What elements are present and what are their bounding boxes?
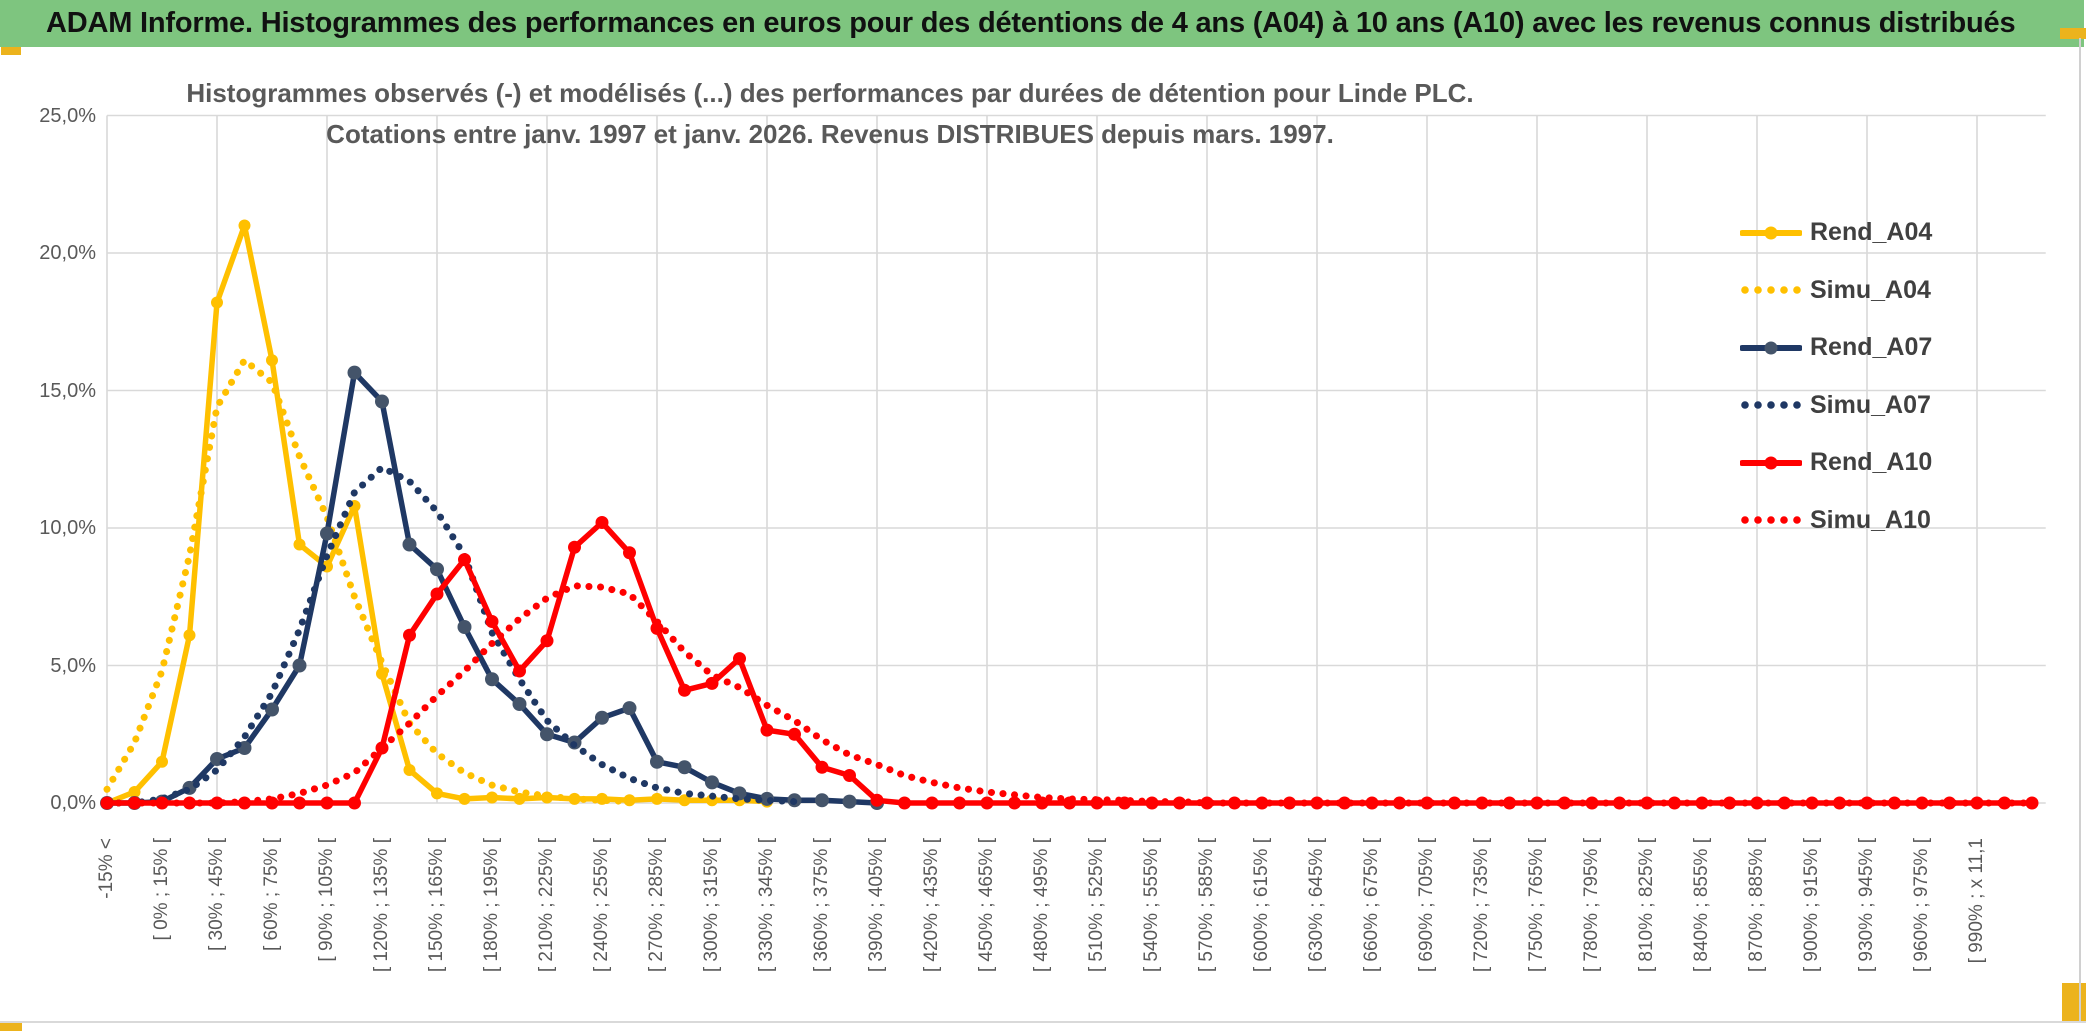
x-axis-label: [ 960% ; 975% [ bbox=[1911, 838, 1932, 973]
x-axis-label: [ 570% ; 585% [ bbox=[1196, 838, 1217, 973]
legend-label: Rend_A07 bbox=[1810, 333, 1933, 362]
x-axis-label: [ 0% ; 15% [ bbox=[151, 838, 172, 941]
legend-label: Simu_A10 bbox=[1810, 505, 1931, 534]
legend-item-rend-a04: Rend_A04 bbox=[1740, 204, 2000, 262]
legend-sample-simu-a04-icon bbox=[1741, 286, 1801, 295]
x-axis-label: [ 60% ; 75% [ bbox=[261, 838, 282, 952]
x-axis-label: [ 330% ; 345% [ bbox=[756, 838, 777, 973]
frame-right-border bbox=[2079, 38, 2081, 1022]
legend-sample-rend-a04-icon bbox=[1740, 226, 1802, 240]
legend-item-simu-a07: Simu_A07 bbox=[1740, 377, 2000, 435]
banner-title: ADAM Informe. Histogrammes des performan… bbox=[46, 7, 2016, 39]
legend-item-rend-a10: Rend_A10 bbox=[1740, 434, 2000, 492]
legend-item-simu-a04: Simu_A04 bbox=[1740, 262, 2000, 320]
x-axis-label: [ 720% ; 735% [ bbox=[1471, 838, 1492, 973]
x-axis-label: -15% < bbox=[96, 838, 117, 899]
legend-label: Rend_A04 bbox=[1810, 218, 1933, 247]
x-axis-label: [ 840% ; 855% [ bbox=[1691, 838, 1712, 973]
legend-label: Simu_A04 bbox=[1810, 275, 1931, 304]
x-axis-label: [ 510% ; 525% [ bbox=[1086, 838, 1107, 973]
x-axis-label: [ 690% ; 705% [ bbox=[1416, 838, 1437, 973]
x-axis-label: [ 660% ; 675% [ bbox=[1361, 838, 1382, 973]
x-axis-label: [ 750% ; 765% [ bbox=[1526, 838, 1547, 973]
x-axis-label: [ 240% ; 255% [ bbox=[591, 838, 612, 973]
legend-sample-simu-a07-icon bbox=[1741, 401, 1801, 410]
x-axis-label: [ 810% ; 825% [ bbox=[1636, 838, 1657, 973]
legend-item-simu-a10: Simu_A10 bbox=[1740, 492, 2000, 550]
accent-bottom-right bbox=[2062, 983, 2086, 1021]
x-axis-label: [ 990% ; x 11,1 bbox=[1966, 838, 1987, 964]
x-axis-label: [ 180% ; 195% [ bbox=[481, 838, 502, 973]
x-axis-label: [ 420% ; 435% [ bbox=[921, 838, 942, 973]
y-axis-label: 10,0% bbox=[39, 517, 96, 539]
legend-sample-rend-a10-icon bbox=[1740, 456, 1802, 470]
accent-top-right bbox=[2060, 28, 2086, 39]
x-axis-label: [ 870% ; 885% [ bbox=[1746, 838, 1767, 973]
legend-label: Rend_A10 bbox=[1810, 448, 1933, 477]
banner: ADAM Informe. Histogrammes des performan… bbox=[0, 0, 2084, 47]
y-axis-label: 5,0% bbox=[50, 654, 96, 677]
x-axis-label: [ 900% ; 915% [ bbox=[1801, 838, 1822, 973]
y-axis-label: 15,0% bbox=[39, 379, 96, 402]
x-axis-label: [ 90% ; 105% [ bbox=[316, 838, 337, 962]
x-axis-label: [ 540% ; 555% [ bbox=[1141, 838, 1162, 973]
x-axis-label: [ 480% ; 495% [ bbox=[1031, 838, 1052, 973]
y-axis-label: 0,0% bbox=[50, 792, 96, 814]
x-axis-label: [ 600% ; 615% [ bbox=[1251, 838, 1272, 973]
x-axis-label: [ 30% ; 45% [ bbox=[206, 838, 227, 952]
chart-title-line2: Cotations entre janv. 1997 et janv. 2026… bbox=[326, 119, 1334, 149]
x-axis-label: [ 120% ; 135% [ bbox=[371, 838, 392, 973]
x-axis-label: [ 780% ; 795% [ bbox=[1581, 838, 1602, 973]
frame-bottom-border bbox=[0, 1021, 2086, 1023]
legend-label: Simu_A07 bbox=[1810, 390, 1931, 419]
y-axis-label: 25,0% bbox=[39, 104, 96, 127]
legend-sample-rend-a07-icon bbox=[1740, 341, 1802, 355]
chart-title-line1: Histogrammes observés (-) et modélisés (… bbox=[186, 78, 1474, 108]
x-axis-label: [ 360% ; 375% [ bbox=[811, 838, 832, 973]
x-axis-label: [ 390% ; 405% [ bbox=[866, 838, 887, 973]
y-axis-label: 20,0% bbox=[39, 242, 96, 264]
accent-top-left bbox=[1, 47, 21, 55]
x-axis-label: [ 150% ; 165% [ bbox=[426, 838, 447, 973]
x-axis-label: [ 210% ; 225% [ bbox=[536, 838, 557, 973]
x-axis-label: [ 630% ; 645% [ bbox=[1306, 838, 1327, 973]
legend: Rend_A04 Simu_A04 Rend_A07 Simu_A07 Rend… bbox=[1740, 204, 2000, 549]
x-axis-label: [ 300% ; 315% [ bbox=[701, 838, 722, 973]
legend-sample-simu-a10-icon bbox=[1741, 516, 1801, 525]
x-axis-label: [ 450% ; 465% [ bbox=[976, 838, 997, 973]
legend-item-rend-a07: Rend_A07 bbox=[1740, 319, 2000, 377]
x-axis-label: [ 930% ; 945% [ bbox=[1856, 838, 1877, 973]
x-axis-label: [ 270% ; 285% [ bbox=[646, 838, 667, 973]
accent-bottom-left bbox=[0, 1021, 22, 1031]
